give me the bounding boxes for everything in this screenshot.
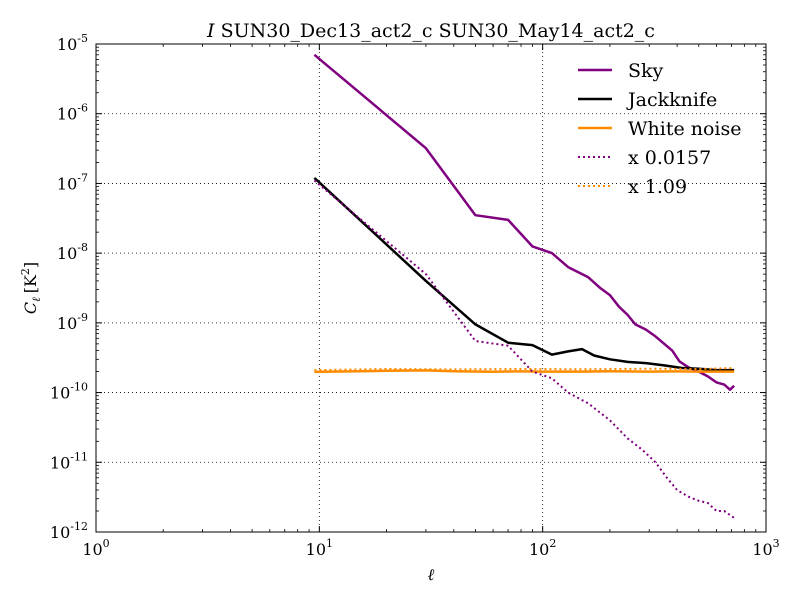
- y-tick-base: 10: [57, 105, 77, 124]
- y-tick-label: 10-9: [57, 311, 88, 333]
- series-line-2: [313, 176, 735, 372]
- x-axis-label: ℓ: [428, 565, 435, 584]
- y-tick-label: 10-10: [50, 381, 88, 403]
- title-italic: I: [206, 20, 215, 42]
- y-tick-exp: -9: [77, 311, 88, 324]
- y-tick-label: 10-7: [57, 171, 88, 193]
- x-tick-exp: 2: [549, 537, 556, 550]
- y-tick-label: 10-11: [50, 450, 88, 472]
- grid: [96, 44, 766, 532]
- legend-label-1: Sky: [628, 60, 664, 82]
- y-tick-exp: -5: [77, 32, 88, 45]
- x-tick-base: 10: [82, 540, 102, 559]
- y-tick-base: 10: [57, 35, 77, 54]
- legend-label-3: White noise: [628, 118, 742, 140]
- series-line-1: [313, 53, 735, 391]
- x-tick-exp: 1: [326, 537, 333, 550]
- x-tick-base: 10: [529, 540, 549, 559]
- x-tick-label: 101: [306, 537, 333, 559]
- y-tick-exp: -8: [77, 241, 88, 254]
- y-tick-base: 10: [50, 453, 70, 472]
- legend-label-4: x 0.0157: [628, 147, 711, 169]
- x-tick-label: 100: [82, 537, 109, 559]
- x-tick-exp: 0: [103, 537, 110, 550]
- y-axis-label-unit-open: [K: [21, 274, 40, 293]
- y-tick-label: 10-8: [57, 241, 88, 263]
- y-tick-label: 10-5: [57, 32, 88, 54]
- plot-frame: [95, 43, 767, 533]
- x-tick-label: 102: [529, 537, 556, 559]
- x-tick-label: 103: [752, 537, 779, 559]
- y-tick-label: 10-6: [57, 102, 88, 124]
- y-tick-base: 10: [50, 384, 70, 403]
- x-tick-base: 10: [752, 540, 772, 559]
- series-layer: [313, 53, 735, 519]
- y-tick-exp: -7: [77, 171, 88, 184]
- chart-title: I SUN30_Dec13_act2_c SUN30_May14_act2_c: [206, 20, 655, 42]
- y-tick-exp: -11: [70, 450, 88, 463]
- title-rest: SUN30_Dec13_act2_c SUN30_May14_act2_c: [221, 20, 655, 42]
- legend-label-5: x 1.09: [628, 176, 687, 198]
- y-tick-base: 10: [57, 244, 77, 263]
- x-tick-exp: 3: [773, 537, 780, 550]
- y-axis-label: Cℓ [K2]: [19, 262, 43, 314]
- y-tick-exp: -10: [70, 381, 88, 394]
- y-tick-base: 10: [57, 314, 77, 333]
- y-tick-exp: -12: [70, 520, 88, 533]
- y-tick-label: 10-12: [50, 520, 88, 542]
- series-line-5: [314, 367, 735, 372]
- y-axis-label-sub: ℓ: [30, 297, 43, 302]
- y-axis-label-main: C: [21, 302, 40, 314]
- legend-label-2: Jackknife: [626, 89, 717, 111]
- y-tick-base: 10: [57, 174, 77, 193]
- legend: Sky Jackknife White noise x 0.0157 x 1.09: [578, 60, 742, 198]
- y-tick-exp: -6: [77, 102, 88, 115]
- x-tick-base: 10: [306, 540, 326, 559]
- y-axis-label-unit-close: ]: [21, 262, 40, 268]
- y-tick-base: 10: [50, 523, 70, 542]
- y-axis-label-unit-sup: 2: [19, 268, 32, 275]
- series-line-3: [314, 369, 735, 374]
